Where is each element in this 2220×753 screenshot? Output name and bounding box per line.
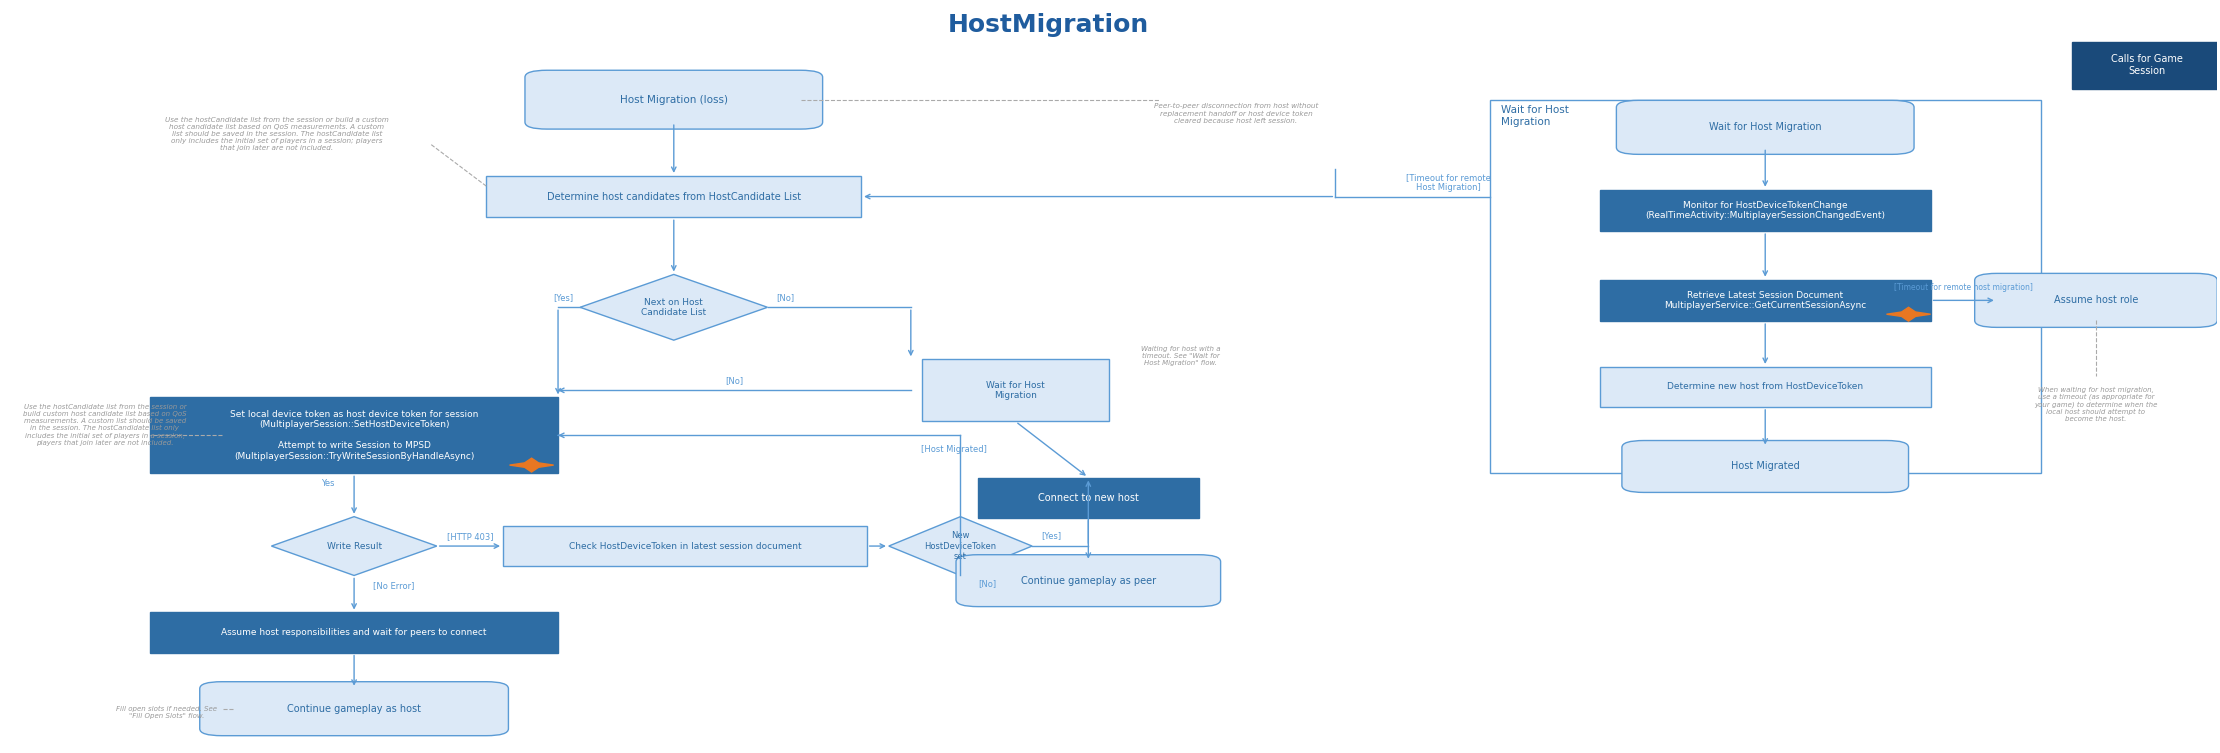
FancyBboxPatch shape bbox=[524, 70, 824, 129]
Text: [Host Migrated]: [Host Migrated] bbox=[921, 445, 986, 454]
Text: Write Result: Write Result bbox=[326, 541, 382, 550]
Text: Yes: Yes bbox=[322, 479, 335, 488]
FancyBboxPatch shape bbox=[2071, 41, 2220, 89]
FancyBboxPatch shape bbox=[1974, 273, 2218, 328]
Polygon shape bbox=[888, 517, 1032, 575]
Text: Determine new host from HostDeviceToken: Determine new host from HostDeviceToken bbox=[1667, 383, 1863, 392]
Text: Calls for Game
Session: Calls for Game Session bbox=[2111, 54, 2182, 76]
Text: Next on Host
Candidate List: Next on Host Candidate List bbox=[642, 297, 706, 317]
FancyBboxPatch shape bbox=[1490, 99, 2040, 474]
Text: Continue gameplay as peer: Continue gameplay as peer bbox=[1021, 575, 1157, 586]
FancyBboxPatch shape bbox=[1601, 279, 1931, 321]
FancyBboxPatch shape bbox=[504, 526, 866, 566]
Text: Peer-to-peer disconnection from host without
replacement handoff or host device : Peer-to-peer disconnection from host wit… bbox=[1154, 103, 1319, 123]
Text: [No Error]: [No Error] bbox=[373, 581, 415, 590]
Polygon shape bbox=[579, 274, 768, 340]
Text: Retrieve Latest Session Document
MultiplayerService::GetCurrentSessionAsync: Retrieve Latest Session Document Multipl… bbox=[1665, 291, 1867, 310]
Text: [No]: [No] bbox=[726, 376, 744, 385]
FancyBboxPatch shape bbox=[957, 555, 1221, 607]
Text: New
HostDeviceToken
set: New HostDeviceToken set bbox=[924, 531, 997, 561]
Text: Use the hostCandidate list from the session or
build custom host candidate list : Use the hostCandidate list from the sess… bbox=[22, 404, 186, 446]
Polygon shape bbox=[271, 517, 437, 575]
FancyBboxPatch shape bbox=[1616, 100, 1914, 154]
Text: [Timeout for remote
Host Migration]: [Timeout for remote Host Migration] bbox=[1405, 173, 1490, 193]
Text: Wait for Host Migration: Wait for Host Migration bbox=[1709, 122, 1823, 133]
Text: Wait for Host
Migration: Wait for Host Migration bbox=[1501, 105, 1570, 127]
FancyBboxPatch shape bbox=[1601, 367, 1931, 407]
Text: Determine host candidates from HostCandidate List: Determine host candidates from HostCandi… bbox=[546, 191, 801, 202]
Text: Check HostDeviceToken in latest session document: Check HostDeviceToken in latest session … bbox=[568, 541, 801, 550]
Text: [No]: [No] bbox=[777, 293, 795, 302]
Text: [Yes]: [Yes] bbox=[1041, 531, 1061, 540]
FancyBboxPatch shape bbox=[486, 175, 861, 218]
Polygon shape bbox=[511, 458, 553, 472]
Text: Assume host responsibilities and wait for peers to connect: Assume host responsibilities and wait fo… bbox=[222, 628, 486, 637]
FancyBboxPatch shape bbox=[1601, 190, 1931, 231]
FancyBboxPatch shape bbox=[200, 681, 508, 736]
Text: Connect to new host: Connect to new host bbox=[1039, 492, 1139, 502]
Text: [Yes]: [Yes] bbox=[553, 293, 573, 302]
Text: When waiting for host migration,
use a timeout (as appropriate for
your game) to: When waiting for host migration, use a t… bbox=[2034, 386, 2158, 422]
Polygon shape bbox=[1887, 307, 1931, 321]
Text: Continue gameplay as host: Continue gameplay as host bbox=[286, 704, 422, 714]
FancyBboxPatch shape bbox=[921, 359, 1110, 422]
Text: Host Migrated: Host Migrated bbox=[1732, 462, 1800, 471]
Text: [HTTP 403]: [HTTP 403] bbox=[446, 532, 493, 541]
FancyBboxPatch shape bbox=[1623, 441, 1909, 492]
Text: Waiting for host with a
timeout. See "Wait for
Host Migration" flow.: Waiting for host with a timeout. See "Wa… bbox=[1141, 346, 1221, 366]
Text: Fill open slots if needed. See
"Fill Open Slots" flow.: Fill open slots if needed. See "Fill Ope… bbox=[115, 706, 218, 719]
Text: HostMigration: HostMigration bbox=[948, 14, 1150, 37]
FancyBboxPatch shape bbox=[151, 612, 557, 653]
FancyBboxPatch shape bbox=[979, 477, 1199, 517]
Text: Monitor for HostDeviceTokenChange
(RealTimeActivity::MultiplayerSessionChangedEv: Monitor for HostDeviceTokenChange (RealT… bbox=[1645, 201, 1885, 220]
Text: Set local device token as host device token for session
(MultiplayerSession::Set: Set local device token as host device to… bbox=[231, 410, 477, 461]
Text: Use the hostCandidate list from the session or build a custom
host candidate lis: Use the hostCandidate list from the sess… bbox=[164, 117, 388, 151]
FancyBboxPatch shape bbox=[151, 398, 557, 474]
Text: Host Migration (loss): Host Migration (loss) bbox=[619, 95, 728, 105]
Text: [No]: [No] bbox=[977, 579, 997, 588]
Text: Assume host role: Assume host role bbox=[2054, 295, 2138, 306]
Text: [Timeout for remote host migration]: [Timeout for remote host migration] bbox=[1894, 283, 2034, 292]
Text: Wait for Host
Migration: Wait for Host Migration bbox=[986, 381, 1046, 400]
